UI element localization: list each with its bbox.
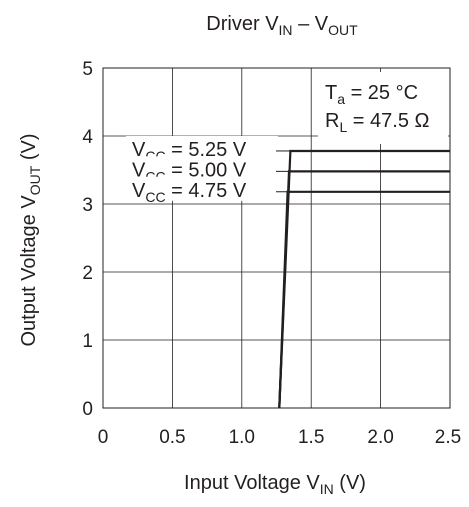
x-tick-label: 2.0 bbox=[367, 427, 393, 448]
condition-text: Ta = 25 °C bbox=[325, 82, 418, 107]
y-tick-labels: 0 1 2 3 4 5 bbox=[82, 59, 93, 420]
x-tick-label: 1.5 bbox=[298, 427, 324, 448]
series-line bbox=[278, 190, 450, 409]
series-lines bbox=[278, 149, 450, 409]
x-tick-label: 1.0 bbox=[229, 427, 255, 448]
chart-title: Driver VIN – VOUT bbox=[206, 13, 358, 38]
x-tick-label: 0.5 bbox=[159, 427, 185, 448]
series-label-bg bbox=[126, 176, 278, 201]
y-tick-label: 2 bbox=[82, 263, 93, 284]
plot-frame bbox=[102, 67, 451, 409]
x-tick-labels: 0 0.5 1.0 1.5 2.0 2.5 bbox=[98, 427, 462, 448]
y-tick-label: 0 bbox=[82, 399, 93, 420]
series-label-bg bbox=[126, 135, 278, 160]
y-tick-label: 4 bbox=[82, 127, 93, 148]
x-tick-label: 0 bbox=[98, 427, 109, 448]
y-axis-label: Output Voltage VOUT (V) bbox=[18, 133, 43, 346]
y-tick-label: 3 bbox=[82, 195, 93, 216]
series-line bbox=[278, 170, 450, 409]
x-axis-label: Input Voltage VIN (V) bbox=[184, 472, 366, 497]
series-label-bg bbox=[126, 156, 278, 181]
conditions-box: Ta = 25 °C RL = 47.5 Ω bbox=[318, 72, 448, 144]
y-tick-label: 1 bbox=[82, 331, 93, 352]
series-label: VCC = 4.75 V bbox=[132, 180, 247, 205]
series-label: VCC = 5.25 V bbox=[132, 139, 247, 164]
conditions-bg bbox=[318, 72, 448, 144]
x-tick-label: 2.5 bbox=[435, 427, 461, 448]
y-tick-label: 5 bbox=[82, 59, 93, 80]
series-line bbox=[278, 149, 450, 409]
condition-text: RL = 47.5 Ω bbox=[325, 110, 430, 135]
